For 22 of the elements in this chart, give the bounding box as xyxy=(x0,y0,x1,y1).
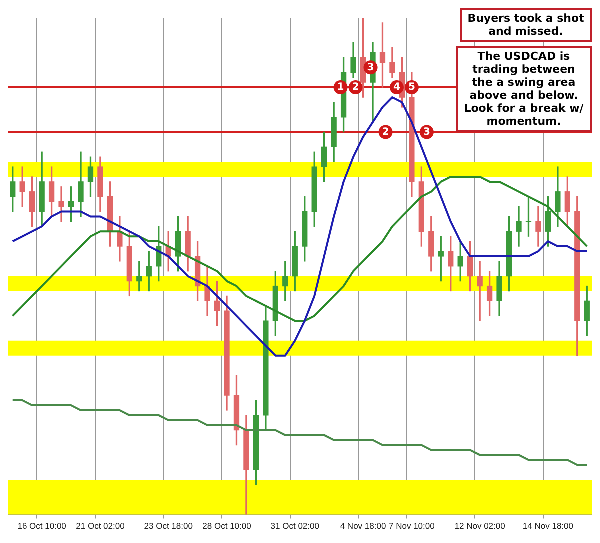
candlestick xyxy=(536,206,542,247)
x-tick-label: 12 Nov 02:00 xyxy=(454,521,506,532)
candlestick xyxy=(477,261,483,322)
x-tick-label: 16 Oct 10:00 xyxy=(18,521,67,532)
x-tick-label: 21 Oct 02:00 xyxy=(76,521,126,532)
x-tick-label: 31 Oct 02:00 xyxy=(270,521,320,532)
annotation: 1 xyxy=(337,82,344,94)
annotation: 3 xyxy=(423,126,430,138)
x-tick-label: 23 Oct 18:00 xyxy=(144,521,194,532)
x-tick-label: 7 Nov 10:00 xyxy=(389,521,436,532)
x-tick-label: 28 Oct 10:00 xyxy=(202,521,252,532)
annotation: 5 xyxy=(408,82,416,94)
candlestick xyxy=(516,206,522,247)
annotation: 2 xyxy=(352,82,360,94)
annotation: 2 xyxy=(382,126,390,138)
annotation: The USDCAD is trading between the a swing area above and below. Look for a break w/ momentum. xyxy=(456,46,592,132)
x-tick-label: 14 Nov 18:00 xyxy=(522,521,574,532)
candlestick xyxy=(58,186,64,222)
annotation: 3 xyxy=(367,62,374,74)
annotation: Buyers took a shot and missed. xyxy=(460,8,592,42)
x-tick-label: 4 Nov 18:00 xyxy=(340,521,386,532)
annotation: 4 xyxy=(393,82,400,94)
